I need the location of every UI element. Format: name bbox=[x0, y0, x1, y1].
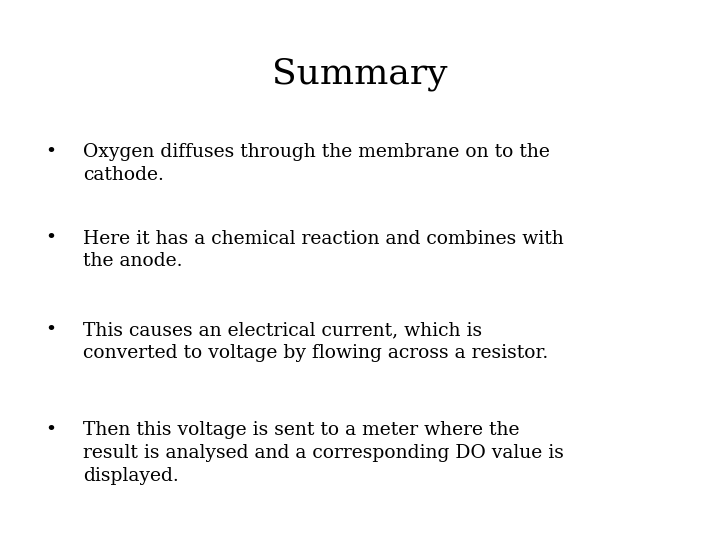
Text: Here it has a chemical reaction and combines with
the anode.: Here it has a chemical reaction and comb… bbox=[83, 230, 564, 271]
Text: •: • bbox=[45, 143, 56, 161]
Text: Then this voltage is sent to a meter where the
result is analysed and a correspo: Then this voltage is sent to a meter whe… bbox=[83, 421, 564, 485]
Text: •: • bbox=[45, 321, 56, 339]
Text: •: • bbox=[45, 421, 56, 439]
Text: Oxygen diffuses through the membrane on to the
cathode.: Oxygen diffuses through the membrane on … bbox=[83, 143, 549, 184]
Text: Summary: Summary bbox=[272, 57, 448, 91]
Text: This causes an electrical current, which is
converted to voltage by flowing acro: This causes an electrical current, which… bbox=[83, 321, 548, 362]
Text: •: • bbox=[45, 230, 56, 247]
